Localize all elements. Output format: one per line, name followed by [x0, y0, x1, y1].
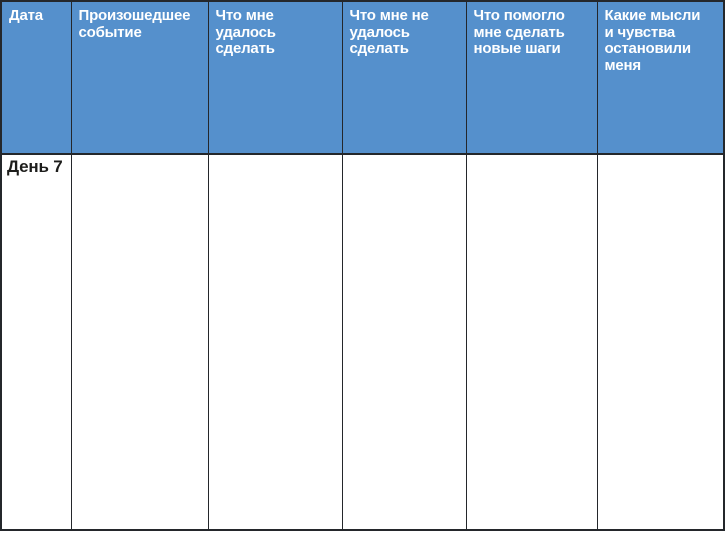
header-row: Дата Произошедшее событие Что мне удалос… [0, 0, 725, 155]
header-cell-event: Произошедшее событие [70, 0, 209, 155]
cell-succeeded [207, 153, 343, 531]
cell-event [70, 153, 209, 531]
cell-what-helped [465, 153, 598, 531]
cell-not-succeeded [341, 153, 467, 531]
header-cell-not-succeeded: Что мне не удалось сделать [341, 0, 467, 155]
cell-date: День 7 [0, 153, 72, 531]
cell-thoughts-feelings [596, 153, 725, 531]
header-cell-what-helped: Что помогло мне сделать новые шаги [465, 0, 598, 155]
header-cell-date: Дата [0, 0, 72, 155]
table-row: День 7 [0, 153, 725, 531]
header-cell-thoughts-feelings: Какие мысли и чувства остановили меня [596, 0, 725, 155]
header-cell-succeeded: Что мне удалось сделать [207, 0, 343, 155]
